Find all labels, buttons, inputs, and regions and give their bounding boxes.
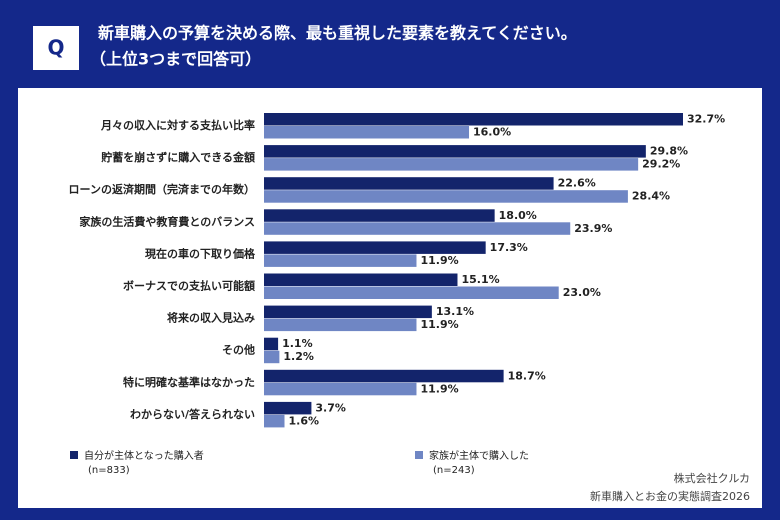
bar xyxy=(264,337,279,351)
bar xyxy=(264,177,554,190)
legend-swatch xyxy=(415,451,423,459)
category-label: その他 xyxy=(222,343,255,357)
value-label: 3.7% xyxy=(315,401,346,414)
bar xyxy=(264,401,312,415)
category-label: ボーナスでの支払い可能額 xyxy=(123,279,255,293)
category-label: 月々の収入に対する支払い比率 xyxy=(100,118,255,132)
value-label: 18.7% xyxy=(508,369,546,382)
badge: Q xyxy=(47,36,64,60)
value-label: 32.7% xyxy=(687,113,725,126)
source: 新車購入とお金の実態調査2026 xyxy=(590,489,750,503)
value-label: 13.1% xyxy=(436,305,474,318)
bar xyxy=(264,113,683,126)
value-label: 29.2% xyxy=(642,158,680,171)
legend-note: (n=833) xyxy=(88,465,130,476)
source: 株式会社クルカ xyxy=(674,471,750,485)
value-label: 1.1% xyxy=(282,337,313,350)
legend-swatch xyxy=(70,451,78,459)
value-label: 11.9% xyxy=(420,254,458,267)
bar xyxy=(264,126,470,139)
value-label: 22.6% xyxy=(558,177,596,190)
bar xyxy=(264,254,417,267)
bar xyxy=(264,414,285,428)
chart-subtitle: （上位3つまで回答可） xyxy=(90,50,261,69)
bar xyxy=(264,286,559,299)
bar xyxy=(264,350,280,364)
category-label: わからない/答えられない xyxy=(130,407,255,421)
value-label: 18.0% xyxy=(499,209,537,222)
badge-box xyxy=(33,26,79,70)
bar xyxy=(264,369,504,383)
bar xyxy=(264,190,628,203)
legend-label: 自分が主体となった購入者 xyxy=(84,449,204,462)
value-label: 11.9% xyxy=(420,318,458,331)
value-label: 1.6% xyxy=(289,414,320,427)
bar xyxy=(264,209,495,222)
bar xyxy=(264,305,432,319)
legend-label: 家族が主体で購入した xyxy=(429,449,529,462)
value-label: 1.2% xyxy=(283,350,314,363)
category-label: ローンの返済期間（完済までの年数） xyxy=(69,182,255,196)
bar xyxy=(264,382,417,396)
category-label: 家族の生活費や教育費とのバランス xyxy=(79,214,255,228)
value-label: 29.8% xyxy=(650,145,688,158)
legend-note: (n=243) xyxy=(433,465,475,476)
value-label: 11.9% xyxy=(420,382,458,395)
category-label: 現在の車の下取り価格 xyxy=(145,246,256,260)
value-label: 15.1% xyxy=(461,273,499,286)
value-label: 23.0% xyxy=(563,286,601,299)
category-label: 特に明確な基準はなかった xyxy=(123,375,255,389)
bar xyxy=(264,158,639,171)
chart-title: 新車購入の予算を決める際、最も重視した要素を教えてください。 xyxy=(98,24,577,43)
value-label: 17.3% xyxy=(490,241,528,254)
category-label: 貯蓄を崩さずに購入できる金額 xyxy=(101,150,255,164)
category-label: 将来の収入見込み xyxy=(167,311,255,325)
bar xyxy=(264,241,486,254)
bar xyxy=(264,273,458,286)
bar xyxy=(264,318,417,332)
bar xyxy=(264,145,646,158)
bar xyxy=(264,222,571,235)
value-label: 23.9% xyxy=(574,222,612,235)
value-label: 28.4% xyxy=(632,190,670,203)
value-label: 16.0% xyxy=(473,126,511,139)
